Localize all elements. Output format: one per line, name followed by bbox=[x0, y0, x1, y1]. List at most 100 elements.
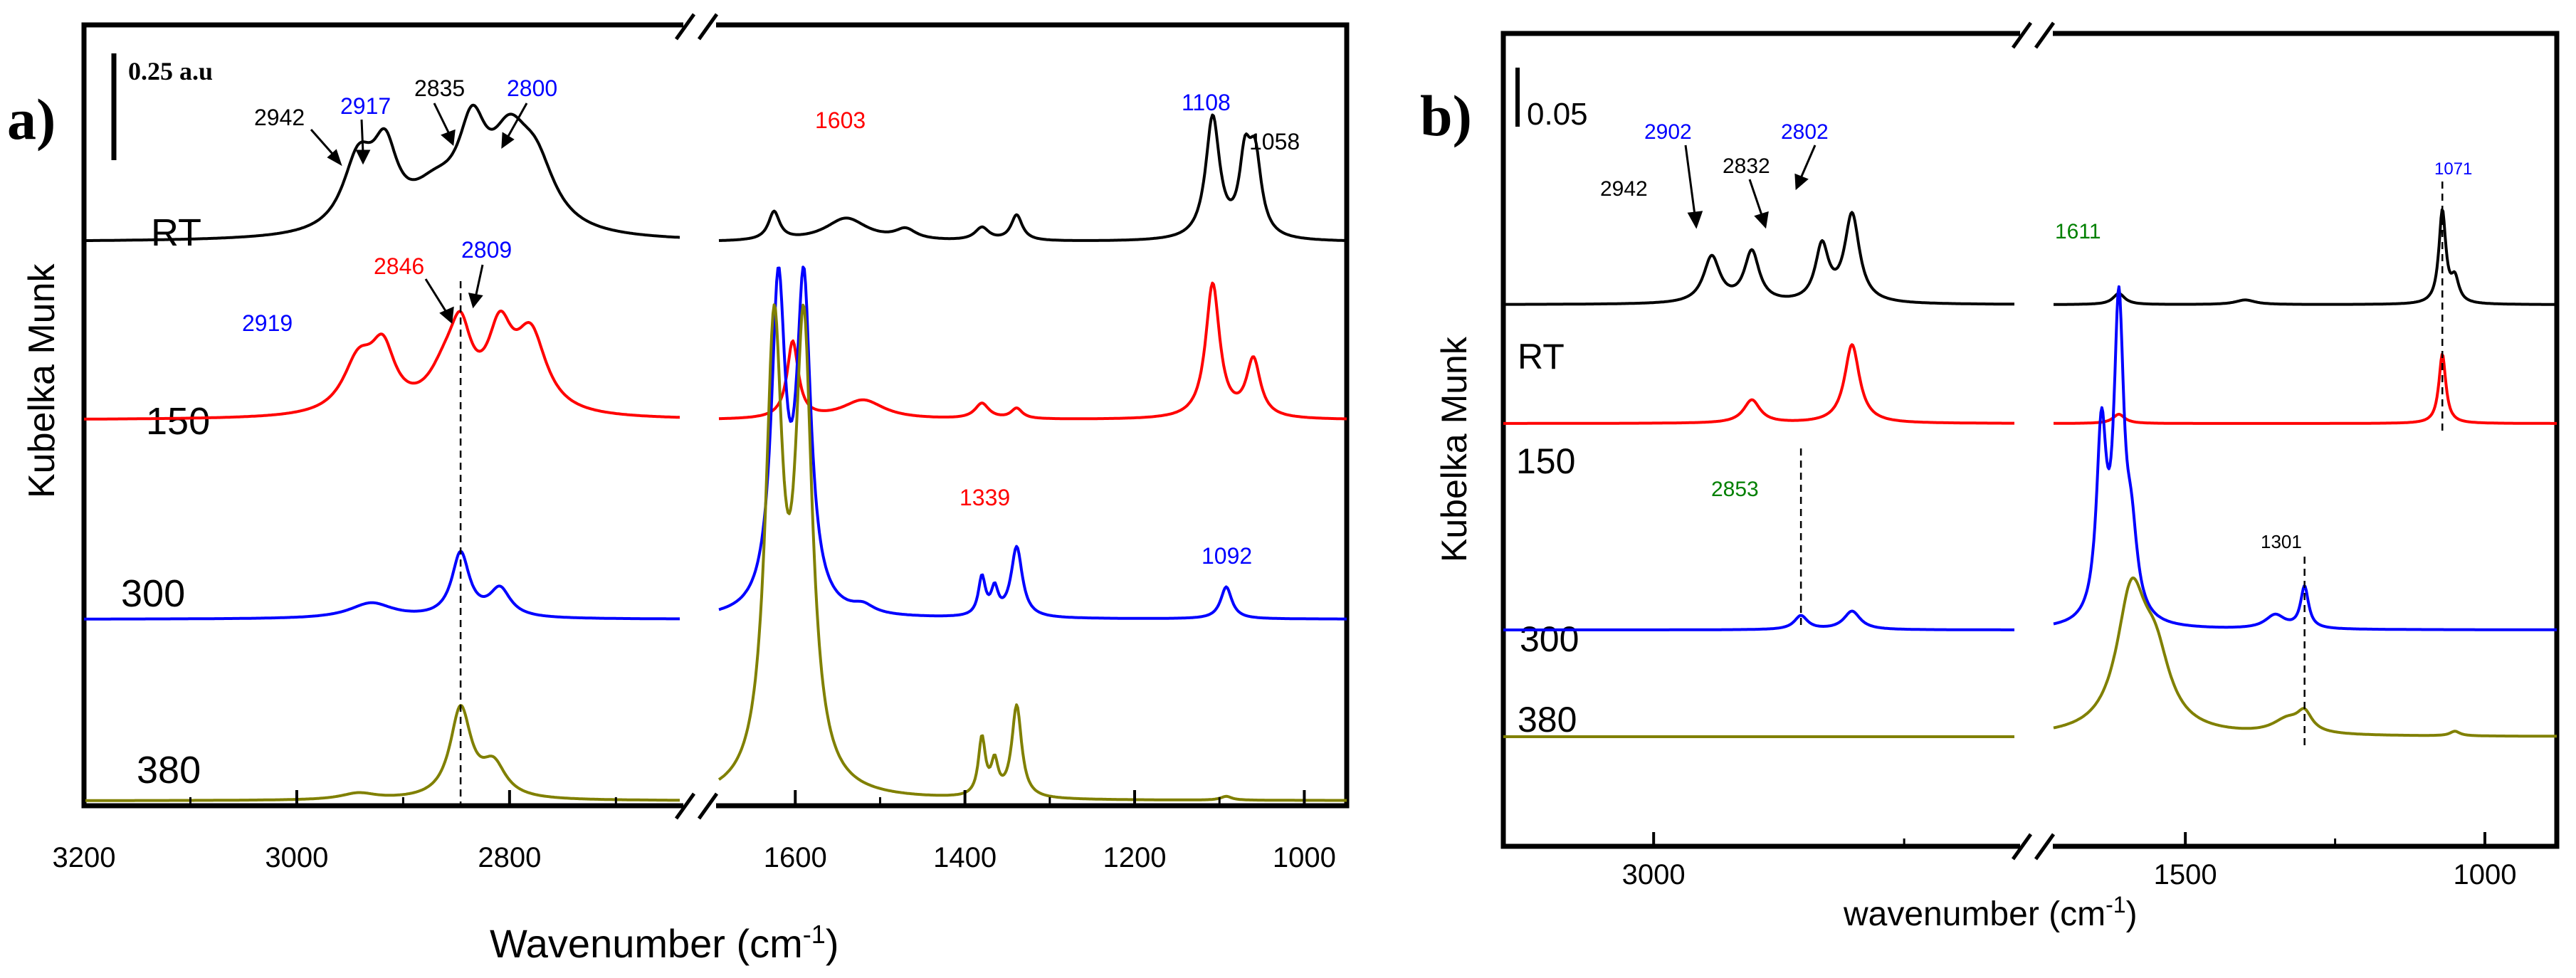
panel-a-xlabel-tail: ) bbox=[826, 921, 839, 966]
panel-a-series-label-150: 150 bbox=[146, 400, 210, 443]
panel-a-tick-label-1000: 1000 bbox=[1273, 842, 1336, 873]
panel-a-break-slash-bottom-1 bbox=[674, 792, 696, 820]
a-series-380-segment-2 bbox=[717, 303, 1347, 802]
panel-b-break-slash-top-2 bbox=[2034, 21, 2056, 49]
panel-b-peak-label-1071: 1071 bbox=[2434, 159, 2472, 179]
panel-a-arrowhead-2835 bbox=[441, 129, 456, 146]
panel-b-arrow-2832 bbox=[1748, 179, 1763, 216]
panel-a-peak-label-1092: 1092 bbox=[1202, 543, 1252, 569]
panel-a-curves bbox=[83, 103, 1347, 802]
panel-a-break-slash-top-2 bbox=[697, 13, 719, 41]
a-series-rt-segment-1 bbox=[83, 103, 680, 242]
b-series-150-segment-1 bbox=[1503, 343, 2015, 425]
panel-a-scale-bar-label: 0.25 a.u bbox=[128, 57, 213, 85]
panel-a-peak-label-2919: 2919 bbox=[242, 310, 293, 336]
panel-a-arrowhead-2800 bbox=[501, 132, 515, 149]
panel-b-axis-break-top bbox=[2011, 21, 2056, 49]
panel-b-break-slash-top-1 bbox=[2011, 21, 2033, 49]
panel-a-tick-label-3000: 3000 bbox=[265, 842, 328, 873]
panel-b-arrow-2902 bbox=[1684, 144, 1696, 216]
panel-b-ticks bbox=[1652, 832, 2486, 846]
panel-a-break-slash-top-1 bbox=[674, 13, 696, 41]
panel-b-break-slash-bottom-2 bbox=[2034, 833, 2056, 861]
panel-b-ylabel: Kubelka Munk bbox=[1434, 336, 1474, 562]
panel-b-tick-label-1000: 1000 bbox=[2454, 859, 2517, 890]
panel-a-series-label-380: 380 bbox=[137, 749, 201, 792]
panel-b-arrows bbox=[1684, 144, 1817, 229]
panel-b-peak-label-2853: 2853 bbox=[1711, 478, 1759, 501]
panel-b-peak-label-1611: 1611 bbox=[2055, 220, 2101, 243]
panel-b-axis-break-bottom bbox=[2011, 833, 2056, 861]
panel-b-letter: b) bbox=[1420, 83, 1472, 148]
panel-a-series-label-rt: RT bbox=[151, 211, 201, 254]
b-series-rt-segment-1 bbox=[1503, 211, 2015, 306]
panel-a-tick-label-1600: 1600 bbox=[764, 842, 827, 873]
panel-b-xlabel-sup: -1 bbox=[2106, 892, 2125, 917]
panel-b-series-label-300: 300 bbox=[1520, 619, 1579, 659]
panel-a-ylabel: Kubelka Munk bbox=[21, 263, 63, 498]
panel-a-peak-label-2809: 2809 bbox=[461, 237, 512, 263]
panel-a-tick-label-1400: 1400 bbox=[933, 842, 997, 873]
b-series-300-segment-2 bbox=[2053, 285, 2557, 631]
panel-b-arrowhead-2902 bbox=[1687, 211, 1703, 229]
panel-b-break-slash-bottom-1 bbox=[2011, 833, 2033, 861]
panel-b-tick-label-1500: 1500 bbox=[2154, 859, 2217, 890]
panel-b-peak-label-2832: 2832 bbox=[1723, 154, 1770, 178]
panel-b-series-label-150: 150 bbox=[1516, 441, 1575, 481]
panel-b-arrow-2802 bbox=[1799, 144, 1817, 179]
panel-b-arrowhead-2802 bbox=[1794, 173, 1809, 191]
panel-a-peak-label-1058: 1058 bbox=[1249, 129, 1300, 154]
panel-a: a) 0.25 a.u Kubelka Munk Wavenumber (cm-… bbox=[7, 13, 1350, 966]
panel-a-peak-label-2846: 2846 bbox=[374, 253, 424, 279]
panel-a-arrow-2846 bbox=[424, 278, 448, 314]
panel-a-xlabel: Wavenumber (cm-1) bbox=[490, 920, 838, 966]
panel-a-arrow-2917 bbox=[360, 119, 364, 154]
panel-b-tick-label-3000: 3000 bbox=[1622, 859, 1686, 890]
panel-b: b) 0.05 Kubelka Munk wavenumber (cm-1) R… bbox=[1420, 21, 2560, 933]
panel-a-axis-break-top bbox=[674, 13, 719, 41]
panel-b-arrowhead-2832 bbox=[1754, 211, 1769, 229]
panel-a-peak-label-1603: 1603 bbox=[815, 107, 866, 133]
panel-a-peak-label-2800: 2800 bbox=[507, 75, 557, 101]
panel-b-peak-label-2902: 2902 bbox=[1644, 120, 1692, 144]
panel-a-peak-label-1108: 1108 bbox=[1182, 90, 1231, 115]
panel-a-arrowhead-2846 bbox=[439, 306, 454, 324]
a-series-150-segment-1 bbox=[83, 309, 680, 421]
panel-a-tick-label-2800: 2800 bbox=[478, 842, 541, 873]
a-series-rt-segment-2 bbox=[718, 113, 1347, 242]
b-series-rt-segment-2 bbox=[2053, 208, 2557, 306]
panel-b-xlabel: wavenumber (cm-1) bbox=[1843, 892, 2138, 933]
panel-b-curves bbox=[1503, 208, 2557, 738]
panel-a-xlabel-text: Wavenumber (cm bbox=[490, 921, 803, 966]
panel-a-peak-label-1339: 1339 bbox=[960, 485, 1010, 510]
panel-b-series-label-rt: RT bbox=[1518, 337, 1565, 377]
panel-a-arrowhead-2809 bbox=[468, 293, 483, 309]
panel-a-ticks bbox=[83, 790, 1306, 806]
panel-a-tick-label-1200: 1200 bbox=[1103, 842, 1167, 873]
panel-a-arrow-2835 bbox=[433, 102, 451, 136]
b-series-380-segment-2 bbox=[2053, 576, 2557, 738]
a-series-300-segment-2 bbox=[718, 265, 1347, 621]
panel-a-peak-label-2835: 2835 bbox=[414, 75, 465, 101]
panel-a-tick-label-3200: 3200 bbox=[53, 842, 116, 873]
a-series-380-segment-1 bbox=[83, 704, 680, 802]
panel-a-series-label-300: 300 bbox=[121, 572, 185, 615]
panel-a-axis-break-bottom bbox=[674, 792, 719, 820]
panel-b-scale-bar-label: 0.05 bbox=[1527, 97, 1588, 132]
panel-b-peak-label-1301: 1301 bbox=[2261, 531, 2302, 552]
b-series-150-segment-2 bbox=[2053, 353, 2557, 425]
panel-b-xlabel-tail: ) bbox=[2126, 895, 2138, 933]
panel-a-arrow-2800 bbox=[505, 102, 528, 140]
panel-b-frame bbox=[1500, 31, 2560, 849]
b-series-300-segment-1 bbox=[1503, 609, 2015, 631]
panel-a-peak-label-2917: 2917 bbox=[340, 93, 391, 119]
panel-a-arrow-2809 bbox=[474, 264, 484, 298]
panel-a-xlabel-sup: -1 bbox=[803, 920, 826, 949]
a-series-150-segment-2 bbox=[718, 281, 1347, 421]
panel-a-arrowhead-2942 bbox=[327, 149, 342, 167]
panel-b-peak-label-2942: 2942 bbox=[1600, 177, 1648, 201]
panel-a-break-slash-bottom-2 bbox=[697, 792, 719, 820]
panel-a-letter: a) bbox=[7, 87, 56, 152]
